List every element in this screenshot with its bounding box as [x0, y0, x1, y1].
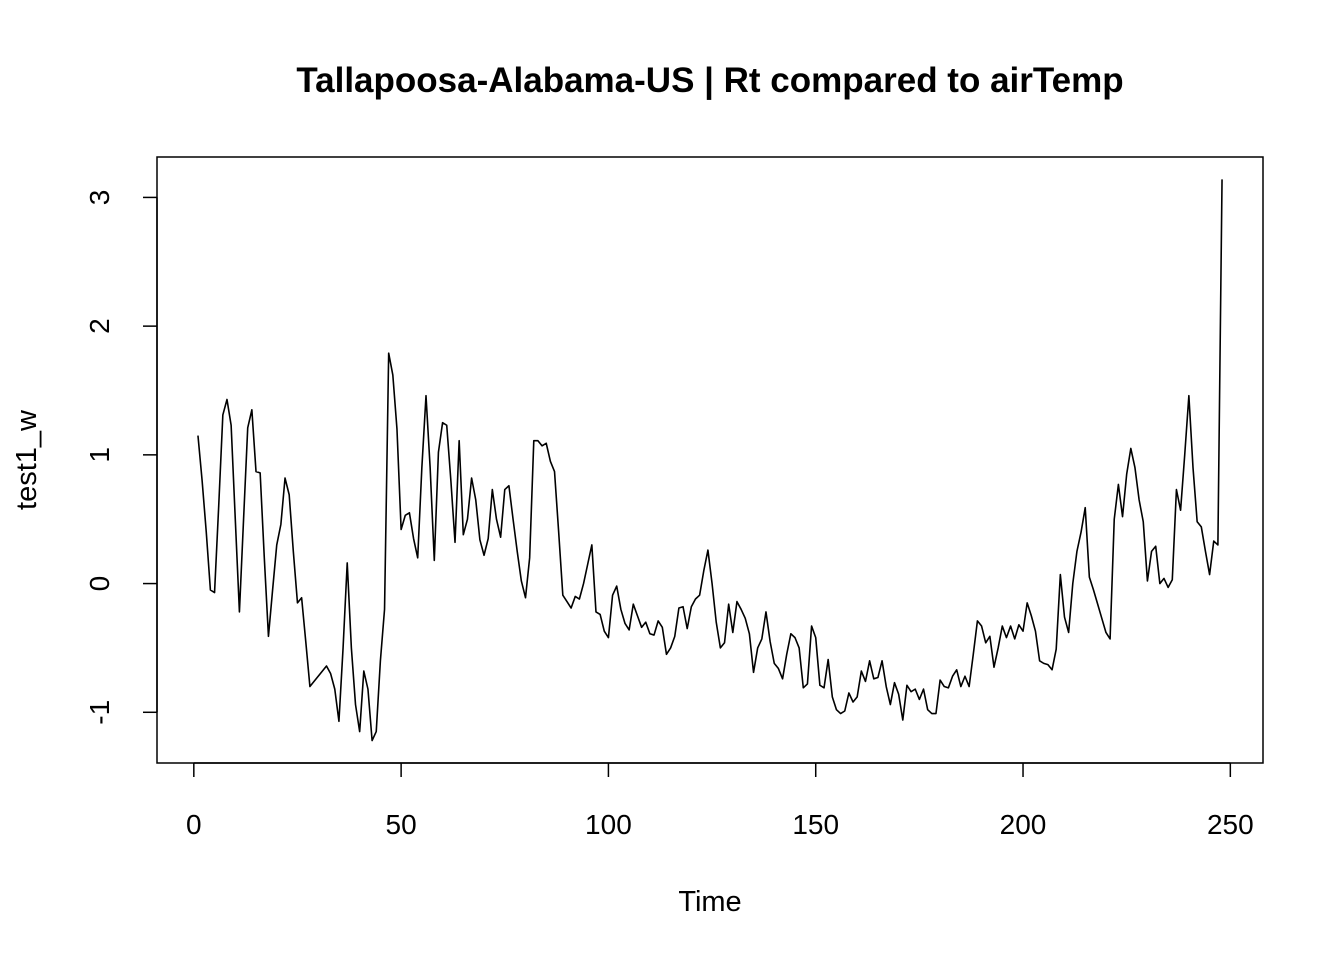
x-tick-label: 150 [792, 809, 839, 840]
x-tick-label: 100 [585, 809, 632, 840]
plot-box [156, 156, 1264, 764]
y-tick-label: 1 [84, 447, 115, 463]
x-tick-label: 200 [1000, 809, 1047, 840]
x-tick-label: 50 [386, 809, 417, 840]
x-tick-label: 0 [186, 809, 202, 840]
y-tick-label: 3 [84, 190, 115, 206]
y-tick-label: 0 [84, 576, 115, 592]
y-tick-label: -1 [84, 700, 115, 725]
y-tick-label: 2 [84, 318, 115, 334]
y-axis-label: test1_w [11, 409, 43, 510]
x-tick-label: 250 [1207, 809, 1254, 840]
chart-title: Tallapoosa-Alabama-US | Rt compared to a… [296, 61, 1123, 100]
data-line [197, 179, 1223, 742]
x-axis-label: Time [678, 886, 741, 918]
